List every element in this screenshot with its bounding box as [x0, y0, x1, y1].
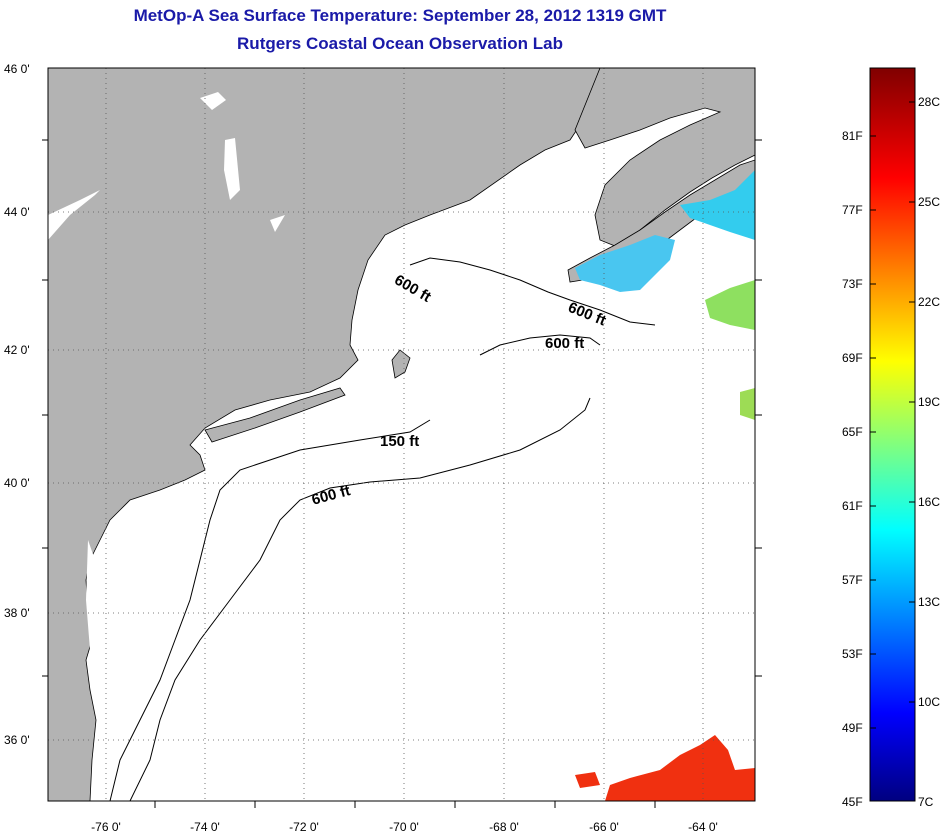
lat-label: 38 0': [4, 606, 30, 620]
isobath-label: 600 ft: [545, 335, 584, 352]
isobath-150: [109, 419, 431, 801]
isobath-label: 150 ft: [380, 433, 419, 450]
lat-label: 40 0': [4, 476, 30, 490]
canada-landmass: [574, 68, 755, 249]
long-island: [204, 387, 346, 443]
map-subtitle: Rutgers Coastal Ocean Observation Lab: [237, 34, 563, 53]
colorbar-f-label: 61F: [842, 499, 863, 513]
colorbar-f-label: 53F: [842, 647, 863, 661]
lat-label: 42 0': [4, 343, 30, 357]
colorbar: [869, 67, 916, 802]
sst-green-patch: [705, 280, 755, 330]
lon-label: -76 0': [91, 820, 121, 834]
sst-warm-patch: [605, 735, 755, 801]
colorbar-c-label: 16C: [918, 495, 941, 509]
sst-cool-patch: [575, 235, 675, 292]
lon-label: -72 0': [289, 820, 319, 834]
lat-label: 36 0': [4, 733, 30, 747]
colorbar-c-label: 22C: [918, 295, 941, 309]
sst-green-patch-2: [740, 388, 755, 420]
isobath-600-gulf: [409, 257, 656, 326]
lon-label: -74 0': [190, 820, 220, 834]
graticule: [48, 68, 755, 801]
colorbar-f-label: 73F: [842, 277, 863, 291]
colorbar-c-label: 13C: [918, 595, 941, 609]
colorbar-f-label: 57F: [842, 573, 863, 587]
colorbar-f-label: 65F: [842, 425, 863, 439]
tick-marks: [42, 139, 762, 808]
map-title: MetOp-A Sea Surface Temperature: Septemb…: [133, 6, 667, 25]
sst-warm-patch-west: [575, 772, 600, 788]
cape-cod: [391, 349, 411, 379]
colorbar-f-label: 69F: [842, 351, 863, 365]
lon-label: -68 0': [489, 820, 519, 834]
colorbar-c-label: 7C: [918, 795, 934, 809]
sst-cool-patch-east: [680, 170, 755, 240]
lon-label: -64 0': [688, 820, 718, 834]
colorbar-c-label: 25C: [918, 195, 941, 209]
colorbar-f-label: 77F: [842, 203, 863, 217]
colorbar-c-label: 28C: [918, 95, 941, 109]
lon-label: -70 0': [389, 820, 419, 834]
lon-label: -66 0': [589, 820, 619, 834]
us-mainland: [48, 68, 601, 801]
chesapeake-bay: [86, 540, 108, 740]
isobath-600-georges: [479, 334, 601, 356]
lat-label: 44 0': [4, 205, 30, 219]
colorbar-f-label: 81F: [842, 129, 863, 143]
colorbar-f-label: 45F: [842, 795, 863, 809]
map-frame: [47, 67, 756, 802]
isobath-600-shelf: [129, 397, 591, 801]
colorbar-c-label: 10C: [918, 695, 941, 709]
colorbar-f-label: 49F: [842, 721, 863, 735]
lat-label: 46 0': [4, 62, 30, 76]
colorbar-ticks: [870, 101, 915, 729]
lakes: [48, 92, 285, 240]
colorbar-c-label: 19C: [918, 395, 941, 409]
